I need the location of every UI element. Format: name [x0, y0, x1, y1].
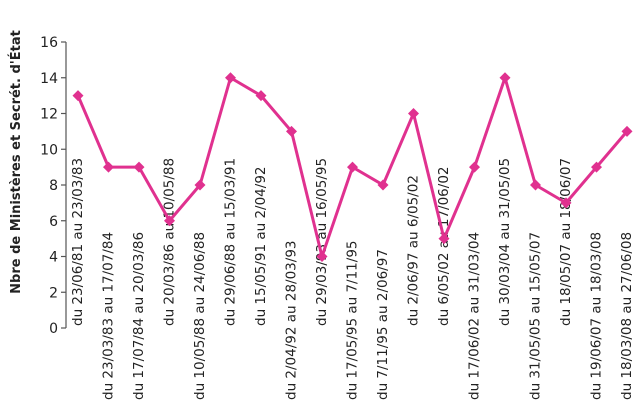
x-category-label: du 29/06/88 au 15/03/91 — [223, 158, 239, 326]
y-tick-label: 8 — [49, 178, 58, 194]
data-point-marker — [133, 161, 145, 173]
y-axis-ticks: 0 2 4 6 8 10 12 14 16 — [40, 35, 66, 337]
x-category-label: du 15/05/91 au 2/04/92 — [253, 166, 269, 326]
x-category-label: du 31/05/05 au 15/05/07 — [528, 232, 544, 400]
data-point-marker — [164, 215, 175, 227]
data-point-marker — [377, 179, 389, 191]
data-point-marker — [408, 108, 419, 119]
y-tick-label: 14 — [40, 71, 58, 87]
x-category-label: du 7/11/95 au 2/06/97 — [375, 249, 391, 400]
x-category-label: du 17/07/84 au 20/03/86 — [131, 232, 147, 400]
y-tick-label: 2 — [49, 285, 58, 301]
y-tick-label: 12 — [40, 107, 58, 123]
x-category-label: du 17/05/95 au 7/11/95 — [345, 240, 361, 400]
y-tick-label: 16 — [40, 35, 58, 51]
data-point-marker — [621, 125, 633, 137]
data-point-marker — [225, 72, 236, 84]
data-point-marker — [347, 161, 358, 173]
x-category-label: du 19/06/07 au 18/03/08 — [589, 232, 605, 400]
data-point-marker — [255, 90, 267, 102]
data-point-marker — [499, 72, 511, 84]
data-point-marker — [591, 161, 602, 173]
y-tick-label: 0 — [49, 321, 58, 337]
data-point-marker — [103, 161, 114, 173]
x-category-label: du 18/05/07 au 18/06/07 — [558, 158, 574, 326]
x-category-label: du 30/03/04 au 31/05/05 — [497, 158, 513, 326]
x-category-label: du 29/03/93 au 16/05/95 — [314, 158, 330, 326]
data-point-marker — [316, 251, 328, 262]
x-category-label: du 2/06/97 au 6/05/02 — [406, 175, 422, 326]
x-category-label: du 23/03/83 au 17/07/84 — [101, 232, 117, 400]
y-tick-label: 6 — [49, 214, 58, 230]
data-point-marker — [530, 179, 541, 191]
y-axis-title: Nbre de Ministères et Secrét. d'État — [8, 30, 24, 294]
x-category-label: du 6/05/02 au 17/06/02 — [436, 166, 452, 326]
x-category-label: du 18/03/08 au 27/06/08 — [619, 232, 635, 400]
x-category-label: du 10/05/88 au 24/06/88 — [192, 232, 208, 400]
y-tick-label: 10 — [40, 142, 58, 158]
x-category-label: du 23/06/81 au 23/03/83 — [70, 158, 86, 326]
data-point-marker — [72, 90, 84, 102]
y-tick-label: 4 — [49, 250, 58, 266]
x-axis-category-labels: du 23/06/81 au 23/03/83 du 23/03/83 au 17… — [70, 158, 635, 400]
data-point-marker — [286, 125, 297, 137]
x-category-label: du 17/06/02 au 31/03/04 — [467, 232, 483, 400]
data-point-marker — [469, 161, 480, 173]
data-point-marker — [438, 233, 450, 245]
series-markers — [72, 72, 633, 262]
x-category-label: du 20/03/86 au 10/05/88 — [162, 158, 178, 326]
data-point-marker — [194, 179, 206, 191]
x-category-label: du 2/04/92 au 28/03/93 — [284, 240, 300, 400]
data-point-marker — [560, 197, 572, 209]
